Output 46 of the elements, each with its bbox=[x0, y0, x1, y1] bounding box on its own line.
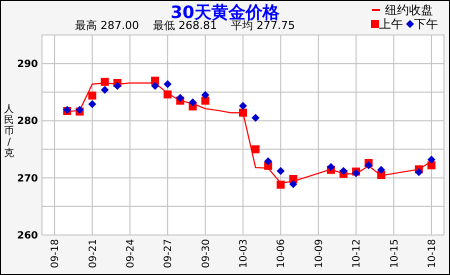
point bbox=[427, 156, 436, 164]
point bbox=[113, 82, 122, 90]
y-tick-label: 270 bbox=[17, 173, 38, 184]
y-tick-label: 280 bbox=[17, 116, 38, 128]
point bbox=[326, 163, 335, 171]
x-tick-label: 09-21 bbox=[88, 239, 99, 268]
x-tick-label: 10-18 bbox=[426, 239, 438, 268]
point bbox=[377, 166, 386, 174]
point bbox=[264, 157, 272, 166]
point bbox=[276, 167, 285, 175]
x-tick-label: 09-24 bbox=[125, 239, 136, 268]
point bbox=[88, 100, 96, 108]
point bbox=[88, 92, 96, 100]
point bbox=[252, 114, 260, 122]
y-tick-label: 260 bbox=[17, 230, 38, 242]
point bbox=[201, 96, 210, 105]
point bbox=[239, 108, 247, 117]
point bbox=[239, 102, 247, 110]
x-tick-label: 10-12 bbox=[352, 239, 363, 268]
point bbox=[100, 86, 109, 94]
x-tick-label: 10-15 bbox=[389, 239, 400, 268]
point bbox=[427, 161, 436, 170]
point bbox=[201, 91, 210, 99]
y-axis-title: 人民币/克 bbox=[4, 104, 14, 159]
x-tick-label: 09-27 bbox=[163, 239, 174, 268]
point bbox=[188, 98, 197, 106]
y-tick-label: 290 bbox=[17, 59, 38, 70]
legend-label: 上午 bbox=[379, 17, 403, 32]
point bbox=[252, 145, 260, 154]
legend-label: 下午 bbox=[414, 17, 438, 32]
point bbox=[289, 180, 298, 188]
point bbox=[164, 80, 172, 88]
x-tick-label: 10-06 bbox=[276, 239, 288, 268]
point bbox=[414, 168, 423, 176]
point bbox=[100, 78, 109, 86]
x-tick-label: 10-03 bbox=[238, 239, 250, 268]
point bbox=[164, 90, 172, 98]
point bbox=[176, 94, 184, 102]
x-tick-label: 10-09 bbox=[314, 239, 325, 268]
point bbox=[276, 180, 285, 189]
point bbox=[151, 82, 160, 90]
x-tick-label: 09-18 bbox=[50, 239, 62, 268]
x-tick-label: 09-30 bbox=[200, 239, 212, 268]
point bbox=[340, 167, 348, 175]
legend-label: 纽约收盘 bbox=[385, 3, 433, 18]
point bbox=[364, 161, 373, 170]
